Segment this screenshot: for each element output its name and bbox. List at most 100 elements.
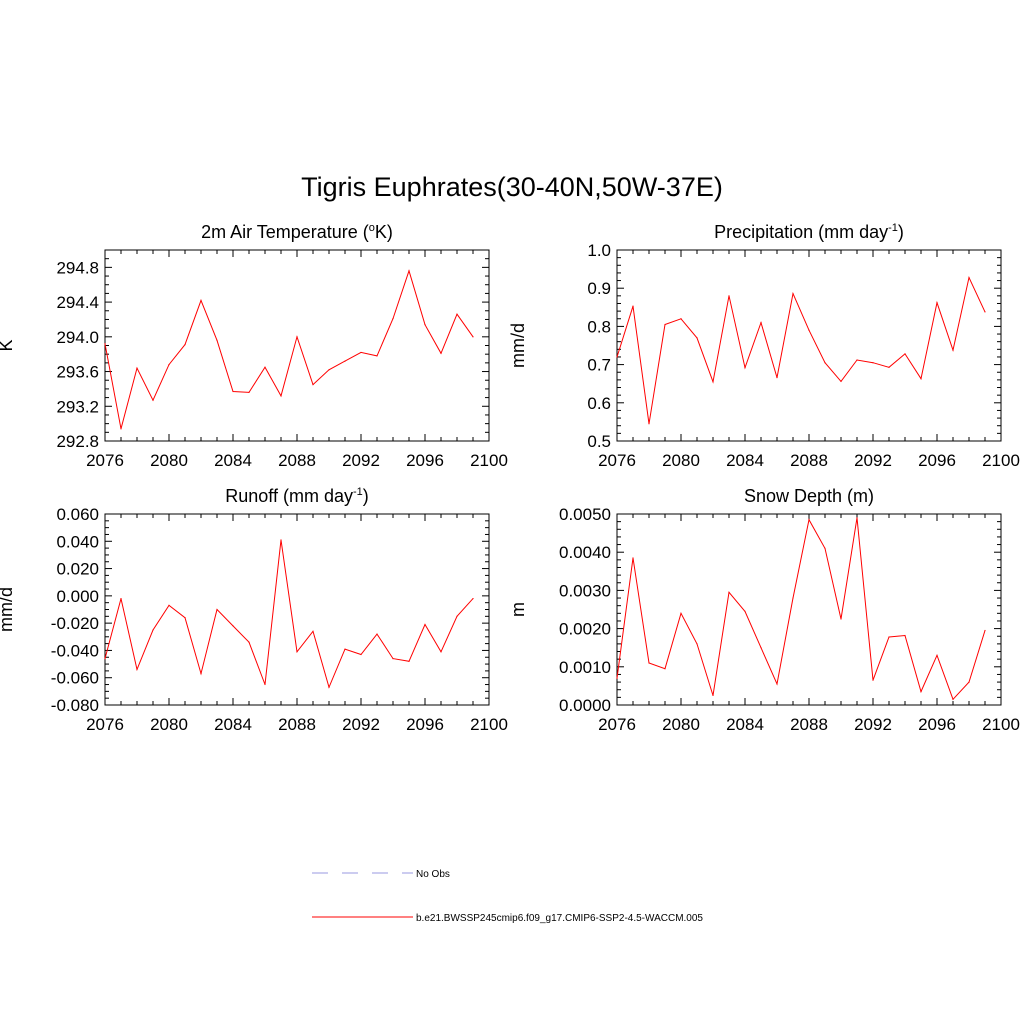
y-tick-label: 293.2 [56, 397, 99, 416]
data-point [344, 360, 346, 362]
panel-3: 2076 2080 2084 2088 2092 2096 2100 -0.080 -0.060… [0, 486, 508, 734]
x-tick-label: 2084 [214, 451, 252, 470]
data-point [696, 337, 698, 339]
data-point [360, 653, 362, 656]
data-point [376, 355, 378, 357]
y-tick-label: -0.040 [51, 641, 99, 660]
x-tick-label: 2080 [150, 715, 188, 734]
y-tick-label: 0.060 [56, 505, 99, 524]
y-tick-label: 294.4 [56, 293, 99, 312]
y-tick-label: 0.8 [587, 317, 611, 336]
data-point [168, 604, 170, 607]
data-point [616, 677, 618, 679]
y-tick-label: 0.020 [56, 560, 99, 579]
x-tick-label: 2096 [406, 715, 444, 734]
data-point [904, 634, 906, 637]
data-point [936, 654, 938, 656]
data-point [824, 362, 826, 364]
data-point [680, 318, 682, 320]
data-point [184, 617, 186, 619]
x-tick-label: 2080 [662, 451, 700, 470]
x-tick-label: 2100 [982, 451, 1020, 470]
y-tick-label: 293.6 [56, 363, 99, 382]
data-point [648, 423, 650, 425]
panel-title: Snow Depth (m) [744, 486, 874, 506]
y-axis-label: K [0, 339, 16, 351]
x-tick-label: 2096 [918, 715, 956, 734]
series-line [616, 275, 986, 424]
data-point [200, 673, 202, 675]
legend-label: b.e21.BWSSP245cmip6.f09_g17.CMIP6-SSP2-4… [416, 913, 703, 924]
data-point [744, 610, 746, 613]
data-point [808, 329, 810, 331]
data-point [856, 359, 858, 361]
data-point [312, 383, 314, 386]
y-tick-label: 0.6 [587, 394, 611, 413]
data-point [824, 547, 826, 549]
y-axis-label: mm/d [0, 587, 16, 632]
data-point [280, 395, 282, 397]
data-point [264, 366, 266, 368]
data-point [168, 364, 170, 366]
x-tick-label: 2092 [342, 715, 380, 734]
series-line [104, 269, 474, 429]
x-tick-label: 2076 [598, 715, 636, 734]
data-point [376, 633, 378, 635]
data-point [712, 694, 714, 697]
x-tick-label: 2092 [854, 451, 892, 470]
data-point [120, 597, 122, 600]
data-point [744, 367, 746, 369]
data-point [760, 647, 762, 649]
y-tick-label: 0.5 [587, 432, 611, 451]
x-tick-label: 2076 [86, 715, 124, 734]
data-point [408, 660, 410, 662]
y-tick-label: 0.0020 [559, 620, 611, 639]
data-point [728, 591, 730, 593]
x-tick-label: 2092 [342, 451, 380, 470]
y-tick-label: 0.0030 [559, 581, 611, 600]
data-point [424, 324, 426, 326]
data-point [296, 651, 298, 653]
data-point [728, 295, 730, 297]
data-point [280, 539, 282, 541]
data-point [712, 381, 714, 383]
data-point [392, 658, 394, 660]
x-tick-label: 2100 [470, 715, 508, 734]
data-point [936, 302, 938, 304]
data-point [616, 356, 618, 358]
data-point [664, 668, 666, 670]
data-point [776, 683, 778, 685]
data-point [312, 630, 314, 632]
data-point [664, 323, 666, 326]
y-axis-label: m [508, 602, 528, 617]
y-tick-label: 0.0000 [559, 696, 611, 715]
y-tick-label: 0.000 [56, 587, 99, 606]
data-point [360, 351, 362, 354]
x-tick-label: 2096 [406, 451, 444, 470]
x-tick-label: 2088 [790, 715, 828, 734]
data-point [760, 321, 762, 324]
panel-title: Precipitation (mm day-1) [714, 222, 904, 242]
x-tick-label: 2076 [598, 451, 636, 470]
panel-2: 2076 2080 2084 2088 2092 2096 2100 0.5 0.6 0.7 0.8… [508, 222, 1020, 470]
series-line [616, 517, 986, 701]
data-point [424, 623, 426, 626]
data-point [792, 597, 794, 599]
data-point [136, 668, 138, 671]
data-point [200, 299, 202, 301]
data-point [216, 339, 218, 341]
data-point [456, 615, 458, 617]
y-tick-label: 0.0050 [559, 505, 611, 524]
panel-1: 2076 2080 2084 2088 2092 2096 2100 292.8 293.2 29… [0, 222, 508, 470]
y-tick-label: 294.8 [56, 258, 99, 277]
panel-4: 2076 2080 2084 2088 2092 2096 2100 0.0000 0.0010… [508, 486, 1020, 734]
y-tick-label: -0.060 [51, 669, 99, 688]
data-point [632, 557, 634, 559]
data-point [440, 651, 442, 653]
data-point [248, 391, 250, 393]
data-point [888, 636, 890, 638]
data-point [920, 691, 922, 693]
figure-title: Tigris Euphrates(30-40N,50W-37E) [301, 172, 723, 202]
data-point [776, 376, 778, 379]
